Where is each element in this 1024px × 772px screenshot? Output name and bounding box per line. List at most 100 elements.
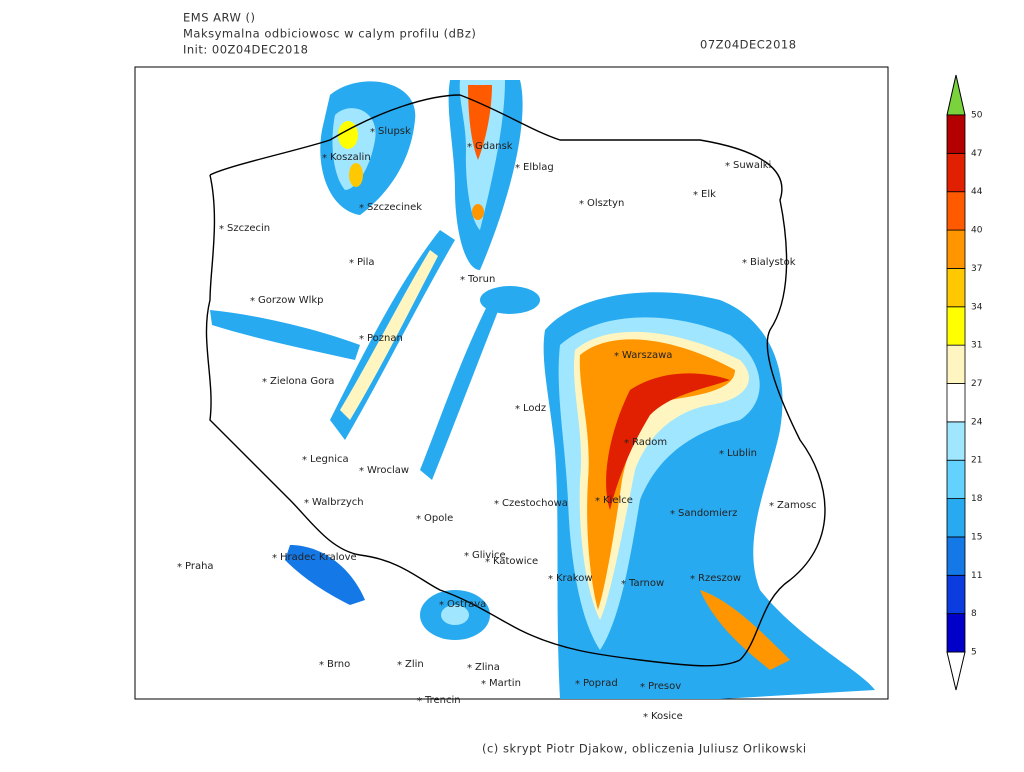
city-marker: * xyxy=(769,501,774,512)
city-marker: * xyxy=(725,161,730,172)
colorbar-box xyxy=(946,268,966,308)
city-label: Warszawa xyxy=(622,350,672,361)
city-marker: * xyxy=(481,679,486,690)
colorbar-label: 5 xyxy=(971,648,977,658)
credits: (c) skrypt Piotr Djakow, obliczenia Juli… xyxy=(482,742,807,756)
city-label: Czestochowa xyxy=(502,498,568,509)
colorbar-label: 24 xyxy=(971,417,983,427)
init-time: Init: 00Z04DEC2018 xyxy=(183,43,308,57)
valid-time: 07Z04DEC2018 xyxy=(700,38,797,52)
city-marker: * xyxy=(670,509,675,520)
city-label: Poznan xyxy=(367,333,403,344)
city-marker: * xyxy=(397,660,402,671)
city-marker: * xyxy=(219,224,224,235)
colorbar-box xyxy=(946,383,966,423)
city-label: Krakow xyxy=(556,573,593,584)
colorbar-label: 8 xyxy=(971,609,977,619)
city-marker: * xyxy=(272,553,277,564)
colorbar-label: 21 xyxy=(971,456,982,466)
city-label: Lublin xyxy=(727,448,757,459)
city-label: Torun xyxy=(467,274,495,285)
city-marker: * xyxy=(548,574,553,585)
city-marker: * xyxy=(640,682,645,693)
city-label: Walbrzych xyxy=(312,497,364,508)
city-marker: * xyxy=(693,190,698,201)
city-marker: * xyxy=(359,203,364,214)
city-marker: * xyxy=(624,438,629,449)
city-marker: * xyxy=(439,600,444,611)
city-marker: * xyxy=(494,499,499,510)
city-marker: * xyxy=(719,449,724,460)
colorbar-box xyxy=(946,574,966,615)
city-marker: * xyxy=(595,496,600,507)
colorbar-label: 40 xyxy=(971,226,983,236)
model-label: EMS ARW () xyxy=(183,11,256,25)
colorbar-box xyxy=(946,613,966,653)
city-labels: * Slupsk* Gdansk* Elblag* Koszalin* Suwalki* E… xyxy=(177,126,817,723)
colorbar-label: 37 xyxy=(971,264,982,274)
colorbar-box xyxy=(946,152,966,193)
colorbar-label: 11 xyxy=(971,571,982,581)
city-label: Trencin xyxy=(424,695,461,706)
colorbar-over xyxy=(946,74,966,116)
colorbar-box xyxy=(946,459,966,499)
city-label: Szczecin xyxy=(227,223,270,234)
city-marker: * xyxy=(250,296,255,307)
city-label: Lodz xyxy=(523,403,546,414)
city-marker: * xyxy=(319,660,324,671)
city-marker: * xyxy=(349,258,354,269)
city-marker: * xyxy=(460,275,465,286)
city-label: Olsztyn xyxy=(587,198,624,209)
city-label: Radom xyxy=(632,437,667,448)
city-label: Kielce xyxy=(603,495,633,506)
city-marker: * xyxy=(485,557,490,568)
city-label: Katowice xyxy=(493,556,538,567)
city-label: Gdansk xyxy=(475,141,513,152)
city-label: Ostrava xyxy=(447,599,486,610)
city-label: Zielona Gora xyxy=(270,376,334,387)
city-label: Elk xyxy=(701,189,716,200)
city-marker: * xyxy=(177,562,182,573)
city-label: Hradec Kralove xyxy=(280,552,357,563)
city-label: Glivice xyxy=(472,550,506,561)
colorbar-box xyxy=(946,114,966,154)
city-label: Brno xyxy=(327,659,350,670)
city-marker: * xyxy=(416,514,421,525)
city-label: Sandomierz xyxy=(678,508,737,519)
city-label: Slupsk xyxy=(378,126,411,137)
colorbar-box xyxy=(946,536,966,576)
reflectivity-field xyxy=(205,80,875,699)
colorbar-label: 31 xyxy=(971,341,982,351)
city-label: Zlina xyxy=(475,662,500,673)
city-marker: * xyxy=(515,404,520,415)
city-label: Kosice xyxy=(651,711,683,722)
city-label: Bialystok xyxy=(750,257,796,268)
city-marker: * xyxy=(304,498,309,509)
city-marker: * xyxy=(742,258,747,269)
city-marker: * xyxy=(643,712,648,723)
city-marker: * xyxy=(575,679,580,690)
city-label: Rzeszow xyxy=(698,573,741,584)
city-marker: * xyxy=(464,551,469,562)
city-marker: * xyxy=(515,163,520,174)
colorbar-label: 27 xyxy=(971,379,982,389)
city-label: Koszalin xyxy=(330,152,371,163)
city-marker: * xyxy=(359,334,364,345)
city-marker: * xyxy=(322,153,327,164)
city-label: Wroclaw xyxy=(367,465,409,476)
colorbar-under xyxy=(946,651,966,691)
colorbar-box xyxy=(946,498,966,538)
city-label: Poprad xyxy=(583,678,618,689)
city-label: Opole xyxy=(424,513,453,524)
city-marker: * xyxy=(621,579,626,590)
city-marker: * xyxy=(467,142,472,153)
colorbar: 5 8 11 15 18 21 24 27 31 34 37 40 44 47 50 xyxy=(946,74,983,691)
colorbar-box xyxy=(946,421,966,461)
city-label: Elblag xyxy=(523,162,554,173)
city-marker: * xyxy=(302,455,307,466)
city-label: Suwalki xyxy=(733,160,771,171)
city-marker: * xyxy=(262,377,267,388)
colorbar-box xyxy=(946,229,966,269)
city-label: Szczecinek xyxy=(367,202,422,213)
